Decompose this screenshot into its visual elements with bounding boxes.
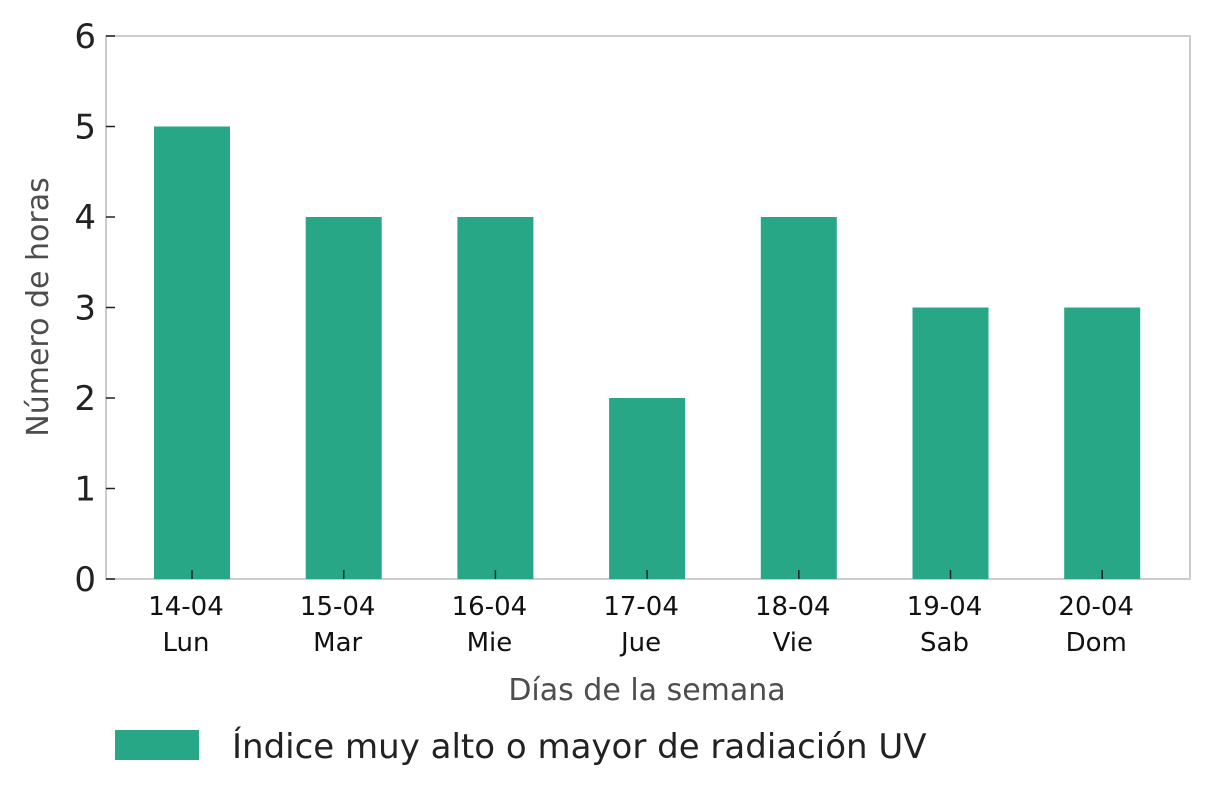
y-tick-label: 6 bbox=[74, 17, 96, 57]
x-tick-label-date: 15-04 bbox=[300, 592, 376, 622]
bar-20-04 bbox=[1064, 307, 1141, 579]
y-axis-title: Número de horas bbox=[21, 177, 56, 436]
x-tick-label-day: Dom bbox=[1066, 628, 1127, 658]
y-tick-label: 4 bbox=[74, 198, 96, 238]
x-tick-label-day: Mar bbox=[313, 628, 362, 658]
x-axis-title: Días de la semana bbox=[508, 673, 785, 708]
bar-16-04 bbox=[457, 217, 534, 579]
y-tick-label: 1 bbox=[74, 470, 96, 510]
x-tick-label-date: 18-04 bbox=[755, 592, 831, 622]
bar-14-04 bbox=[154, 126, 230, 579]
y-tick-label: 5 bbox=[74, 108, 96, 148]
legend-swatch bbox=[115, 730, 199, 760]
x-tick-label-date: 14-04 bbox=[148, 592, 224, 622]
legend-label: Índice muy alto o mayor de radiación UV bbox=[232, 726, 927, 767]
x-tick-label-date: 16-04 bbox=[452, 592, 528, 622]
bar-18-04 bbox=[760, 217, 837, 579]
x-tick-label-date: 19-04 bbox=[907, 592, 983, 622]
x-ticks-group: 14-04 Lun 15-04 Mar 16-04 Mie 17-04 Jue 18-04 Vie… bbox=[148, 570, 1134, 658]
bar-17-04 bbox=[609, 398, 686, 579]
x-tick-label-day: Jue bbox=[619, 628, 661, 658]
x-tick-label-day: Vie bbox=[773, 628, 813, 658]
y-tick-label: 0 bbox=[74, 560, 96, 600]
bar-15-04 bbox=[305, 217, 382, 579]
x-tick-label-day: Mie bbox=[467, 628, 513, 658]
y-ticks-group: 0 1 2 3 4 5 6 bbox=[74, 17, 115, 600]
y-tick-label: 2 bbox=[74, 379, 96, 419]
x-tick-label-day: Sab bbox=[920, 628, 969, 658]
legend: Índice muy alto o mayor de radiación UV bbox=[115, 726, 927, 767]
x-tick-label-date: 20-04 bbox=[1058, 592, 1134, 622]
x-tick-label-date: 17-04 bbox=[603, 592, 679, 622]
x-tick-label-day: Lun bbox=[163, 628, 210, 658]
bar-19-04 bbox=[912, 307, 989, 579]
bars-group bbox=[154, 126, 1141, 579]
y-tick-label: 3 bbox=[74, 289, 96, 329]
